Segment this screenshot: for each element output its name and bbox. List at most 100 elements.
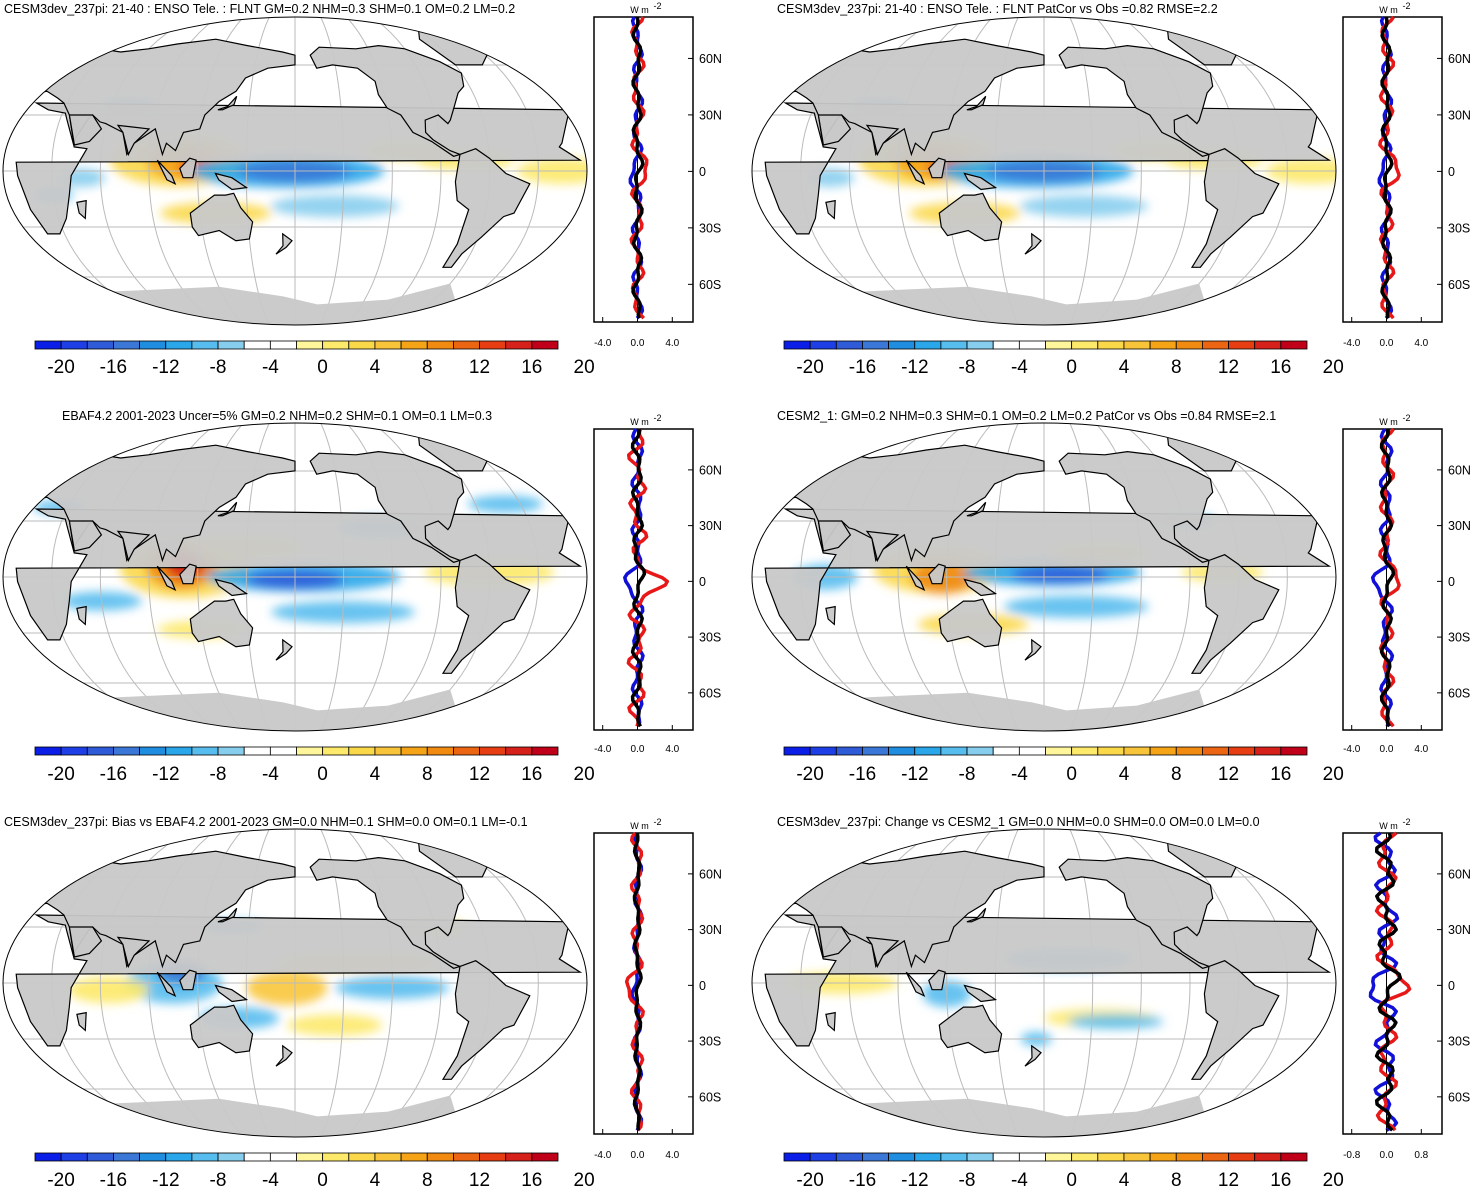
profile-frame (593, 832, 694, 1135)
profile-unit: W m (1379, 5, 1398, 15)
colorbar-swatch (322, 746, 350, 756)
colorbar-label: -4 (262, 764, 279, 785)
land-india (865, 936, 900, 969)
land-newGuinea (214, 172, 249, 191)
land-madagascar (825, 1011, 836, 1032)
colorbar-swatch (1097, 1152, 1125, 1162)
colorbar-label: 16 (521, 1170, 542, 1187)
land-newZealand (1024, 1044, 1042, 1067)
colorbar-label: 20 (1323, 357, 1344, 378)
colorbar-label: 12 (469, 357, 490, 378)
colorbar-swatch (862, 340, 890, 350)
colorbar-swatch (505, 1152, 533, 1162)
meridian-line (1172, 829, 1288, 1137)
land-borneo (928, 563, 946, 585)
lat-label: 0 (699, 979, 706, 993)
anomaly-blob (246, 970, 328, 1006)
colorbar-label: -4 (262, 357, 279, 378)
panel-title: CESM3dev_237pi: Bias vs EBAF4.2 2001-202… (4, 815, 528, 829)
colorbar-p6: -20 -16 -12 -8 -4 0 4 8 12 16 20 (783, 1152, 1344, 1187)
land-newZealand (275, 638, 293, 661)
land-australia (938, 192, 1003, 242)
map-border (2, 828, 588, 1138)
land-southAmerica (441, 148, 531, 268)
map-p2 (752, 17, 1336, 325)
colorbar-swatch (113, 1152, 140, 1162)
land-madagascar (825, 199, 836, 220)
x-tick-label: 0.0 (631, 338, 645, 349)
x-tick-label: 0.0 (1380, 338, 1394, 349)
x-tick-label: -4.0 (594, 338, 612, 349)
colorbar-swatch (139, 1152, 167, 1162)
x-tick-label: 0.0 (1380, 744, 1394, 755)
land-arabia (817, 520, 852, 552)
x-tick-label: 4.0 (665, 744, 679, 755)
panel-p6: CESM3dev_237pi: Change vs CESM2_1 GM=0.0… (751, 815, 1471, 1187)
colorbar-swatch (1045, 340, 1073, 350)
land-madagascar (76, 605, 87, 626)
land-arabia (817, 114, 852, 146)
colorbar-label: 4 (1119, 357, 1130, 378)
land-sumatra (905, 971, 926, 998)
map-border (2, 16, 588, 326)
lat-label: 60N (699, 867, 722, 881)
land-australia (189, 598, 254, 648)
land-borneo (179, 969, 197, 991)
profile-unit: W m (630, 821, 649, 831)
colorbar-swatch (113, 746, 140, 756)
colorbar-label: -8 (959, 764, 976, 785)
colorbar-label: -8 (959, 357, 976, 378)
land-india (116, 936, 151, 969)
colorbar-swatch (914, 1152, 942, 1162)
colorbar-swatch (86, 340, 114, 350)
meridian-line (423, 829, 539, 1137)
profile-unit: W m (630, 417, 649, 427)
colorbar-label: -20 (796, 357, 823, 378)
colorbar-swatch (374, 340, 402, 350)
colorbar-swatch (1071, 340, 1099, 350)
colorbar-label: -16 (849, 1170, 876, 1187)
lat-label: 60S (1448, 686, 1470, 700)
x-tick-label: -4.0 (594, 744, 612, 755)
land-arabia (817, 926, 852, 958)
colorbar-swatch (374, 1152, 402, 1162)
panel-title: CESM3dev_237pi: Change vs CESM2_1 GM=0.0… (777, 815, 1260, 829)
land-sumatra (156, 565, 177, 592)
colorbar-swatch (479, 340, 507, 350)
colorbar-p2: -20 -16 -12 -8 -4 0 4 8 12 16 20 (783, 340, 1344, 378)
map-p4 (752, 423, 1336, 731)
land-japan (217, 95, 238, 111)
colorbar-swatch (888, 746, 916, 756)
profile-line-red (626, 428, 670, 727)
map-p6 (752, 829, 1336, 1137)
colorbar-swatch (165, 746, 193, 756)
land-borneo (928, 969, 946, 991)
land-borneo (179, 157, 197, 179)
land-madagascar (76, 199, 87, 220)
colorbar-swatch (113, 340, 140, 350)
profile-unit-exp: -2 (654, 817, 662, 827)
colorbar-swatch (992, 340, 1020, 350)
lat-label: 30S (1448, 631, 1470, 645)
x-tick-label: 4.0 (1414, 744, 1428, 755)
map-p1 (3, 17, 587, 325)
x-tick-label: 4.0 (665, 1150, 679, 1161)
map-p5 (3, 829, 587, 1137)
colorbar-swatch (505, 746, 533, 756)
colorbar-swatch (809, 1152, 837, 1162)
land-borneo (928, 157, 946, 179)
lat-label: 30N (699, 519, 722, 533)
lat-label: 0 (1448, 979, 1455, 993)
colorbar-swatch (1097, 746, 1125, 756)
colorbar-swatch (165, 340, 193, 350)
zonal-profile-p1: 60N 30N 0 30S 60S -4.0 0.0 4.0 W m -2 (593, 1, 722, 349)
colorbar-swatch (269, 746, 297, 756)
colorbar-swatch (505, 340, 533, 350)
x-tick-label: 0.0 (631, 1150, 645, 1161)
colorbar-p3: -20 -16 -12 -8 -4 0 4 8 12 16 20 (34, 746, 595, 785)
colorbar-swatch (191, 340, 219, 350)
x-tick-label: -4.0 (1343, 744, 1361, 755)
land-madagascar (76, 1011, 87, 1032)
panel-title: CESM2_1: GM=0.2 NHM=0.3 SHM=0.1 OM=0.2 L… (777, 409, 1276, 423)
colorbar-swatch (217, 746, 245, 756)
